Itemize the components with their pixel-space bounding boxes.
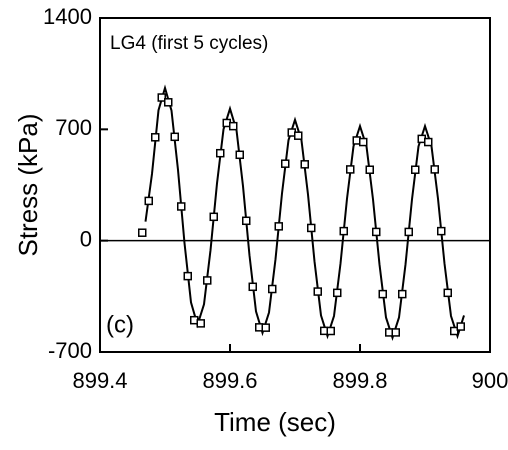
data-marker bbox=[164, 98, 173, 107]
data-marker bbox=[450, 326, 459, 336]
data-line bbox=[144, 84, 465, 341]
y-tick-label: 1400 bbox=[43, 4, 92, 29]
y-axis-label: Stress (kPa) bbox=[13, 113, 43, 256]
data-marker bbox=[437, 226, 446, 236]
data-marker bbox=[424, 137, 433, 147]
data-marker bbox=[235, 150, 244, 160]
data-marker bbox=[229, 121, 238, 131]
data-marker bbox=[248, 282, 257, 292]
data-marker bbox=[313, 287, 322, 296]
data-marker bbox=[300, 160, 309, 169]
data-marker bbox=[242, 216, 251, 226]
data-marker bbox=[359, 137, 368, 147]
data-marker bbox=[391, 328, 400, 337]
data-marker bbox=[261, 323, 270, 332]
data-marker bbox=[326, 326, 335, 336]
data-marker bbox=[404, 227, 413, 237]
x-tick-label: 899.8 bbox=[332, 368, 387, 393]
data-marker bbox=[209, 212, 218, 222]
data-marker bbox=[268, 284, 277, 294]
x-axis-label: Time (sec) bbox=[214, 407, 336, 437]
data-marker bbox=[281, 159, 290, 168]
x-tick-label: 899.6 bbox=[202, 368, 257, 393]
y-tick-label: -700 bbox=[48, 338, 92, 363]
x-tick-label: 899.4 bbox=[72, 368, 127, 393]
data-marker bbox=[443, 288, 452, 298]
data-marker bbox=[346, 165, 355, 174]
data-marker bbox=[307, 223, 316, 233]
data-marker bbox=[138, 228, 147, 237]
data-marker bbox=[411, 165, 420, 174]
data-marker bbox=[398, 289, 407, 299]
data-marker bbox=[216, 148, 225, 158]
data-marker bbox=[378, 289, 387, 299]
data-marker bbox=[456, 322, 465, 331]
data-marker bbox=[183, 271, 192, 281]
data-marker bbox=[170, 132, 179, 142]
data-marker bbox=[430, 165, 439, 174]
data-marker bbox=[339, 226, 348, 236]
annotation: (c) bbox=[106, 311, 134, 338]
data-marker bbox=[177, 202, 186, 211]
data-marker bbox=[151, 133, 160, 142]
data-marker bbox=[294, 131, 303, 140]
data-marker bbox=[365, 165, 374, 174]
y-tick-label: 700 bbox=[55, 115, 92, 140]
data-marker bbox=[196, 319, 205, 328]
data-marker bbox=[333, 288, 342, 298]
x-tick-label: 900 bbox=[472, 368, 508, 393]
data-marker bbox=[157, 93, 166, 102]
annotation: LG4 (first 5 cycles) bbox=[110, 33, 268, 54]
data-marker bbox=[144, 196, 153, 206]
y-tick-label: 0 bbox=[80, 226, 92, 251]
data-marker bbox=[274, 222, 283, 231]
plot-frame bbox=[99, 17, 491, 353]
data-marker bbox=[203, 276, 212, 285]
data-marker bbox=[372, 227, 381, 237]
